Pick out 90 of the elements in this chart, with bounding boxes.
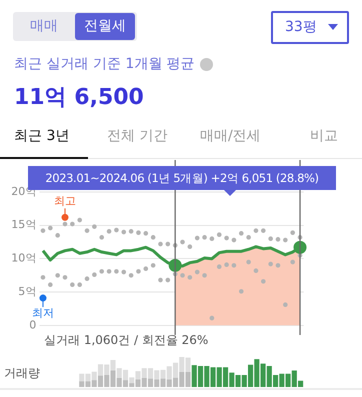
text: 매매	[29, 17, 59, 36]
point	[246, 235, 251, 240]
y-tick-label: 15억	[11, 218, 36, 232]
point	[238, 289, 244, 294]
point	[216, 232, 222, 237]
point	[121, 270, 126, 274]
y-tick-label: 10억	[11, 252, 36, 265]
point	[166, 278, 170, 282]
point	[261, 228, 266, 233]
point	[150, 263, 156, 268]
point	[143, 231, 148, 236]
point	[70, 222, 75, 226]
point	[194, 270, 200, 274]
point	[99, 269, 104, 274]
point	[48, 226, 53, 230]
point	[216, 264, 222, 270]
point	[224, 262, 229, 268]
point	[188, 275, 192, 280]
point	[143, 266, 148, 272]
point	[106, 229, 112, 234]
point	[202, 235, 207, 240]
point	[238, 231, 244, 236]
point	[158, 278, 163, 282]
point	[261, 279, 266, 284]
point	[188, 244, 192, 249]
point	[39, 294, 46, 302]
point	[55, 273, 60, 278]
point	[106, 269, 112, 274]
point	[62, 222, 68, 226]
text: 실거래 1,060건 / 회전율 26%	[44, 332, 208, 349]
point	[114, 228, 119, 232]
point	[290, 260, 295, 264]
text: 33평	[285, 18, 317, 37]
point	[268, 236, 273, 241]
point	[290, 230, 295, 235]
point	[232, 263, 236, 268]
point	[99, 235, 104, 240]
point	[180, 273, 185, 278]
point	[128, 273, 134, 278]
series-label: 최고	[54, 194, 76, 208]
point	[40, 228, 46, 233]
y-tick-label: 5억	[18, 284, 36, 298]
text: 비교	[310, 127, 338, 145]
point	[150, 235, 156, 240]
point	[194, 236, 200, 240]
point	[55, 233, 60, 238]
point	[48, 282, 53, 288]
point	[128, 229, 134, 234]
point	[246, 260, 251, 264]
point	[158, 242, 163, 246]
point	[254, 228, 258, 233]
text: 최근 실거래 기준 1개월 평균	[14, 56, 195, 72]
point	[168, 258, 182, 272]
text: 최근 3년	[14, 127, 70, 145]
point	[40, 275, 46, 280]
point	[70, 282, 75, 288]
text: 2023.01~2024.06 (1년 5개월) +2억 6,051 (28.8%)	[45, 171, 319, 185]
point	[210, 236, 214, 241]
point	[62, 214, 69, 221]
point	[254, 268, 258, 274]
text: 매매/전세	[200, 127, 261, 145]
y-tick-label: 0	[29, 318, 36, 332]
point	[84, 228, 90, 233]
text: 전체 기간	[107, 127, 168, 145]
point	[294, 240, 307, 254]
point	[224, 236, 229, 240]
point	[84, 276, 90, 282]
point	[77, 218, 82, 222]
point	[202, 273, 207, 278]
point	[92, 224, 97, 229]
text: 11억 6,500	[14, 84, 144, 112]
point	[268, 262, 273, 266]
legend-label: 최저	[32, 306, 54, 320]
point	[92, 272, 97, 278]
point	[136, 269, 141, 274]
point	[77, 282, 82, 288]
point	[232, 238, 236, 242]
y-axis-title: 거래량	[4, 365, 40, 382]
point	[210, 316, 214, 320]
point	[62, 275, 68, 280]
point	[121, 230, 126, 234]
point	[276, 263, 280, 268]
point	[166, 242, 170, 246]
point	[180, 240, 185, 244]
point	[276, 237, 280, 242]
point	[136, 230, 141, 235]
point	[283, 302, 288, 308]
point	[114, 269, 119, 274]
point	[283, 238, 288, 242]
text: 전월세	[75, 13, 135, 40]
